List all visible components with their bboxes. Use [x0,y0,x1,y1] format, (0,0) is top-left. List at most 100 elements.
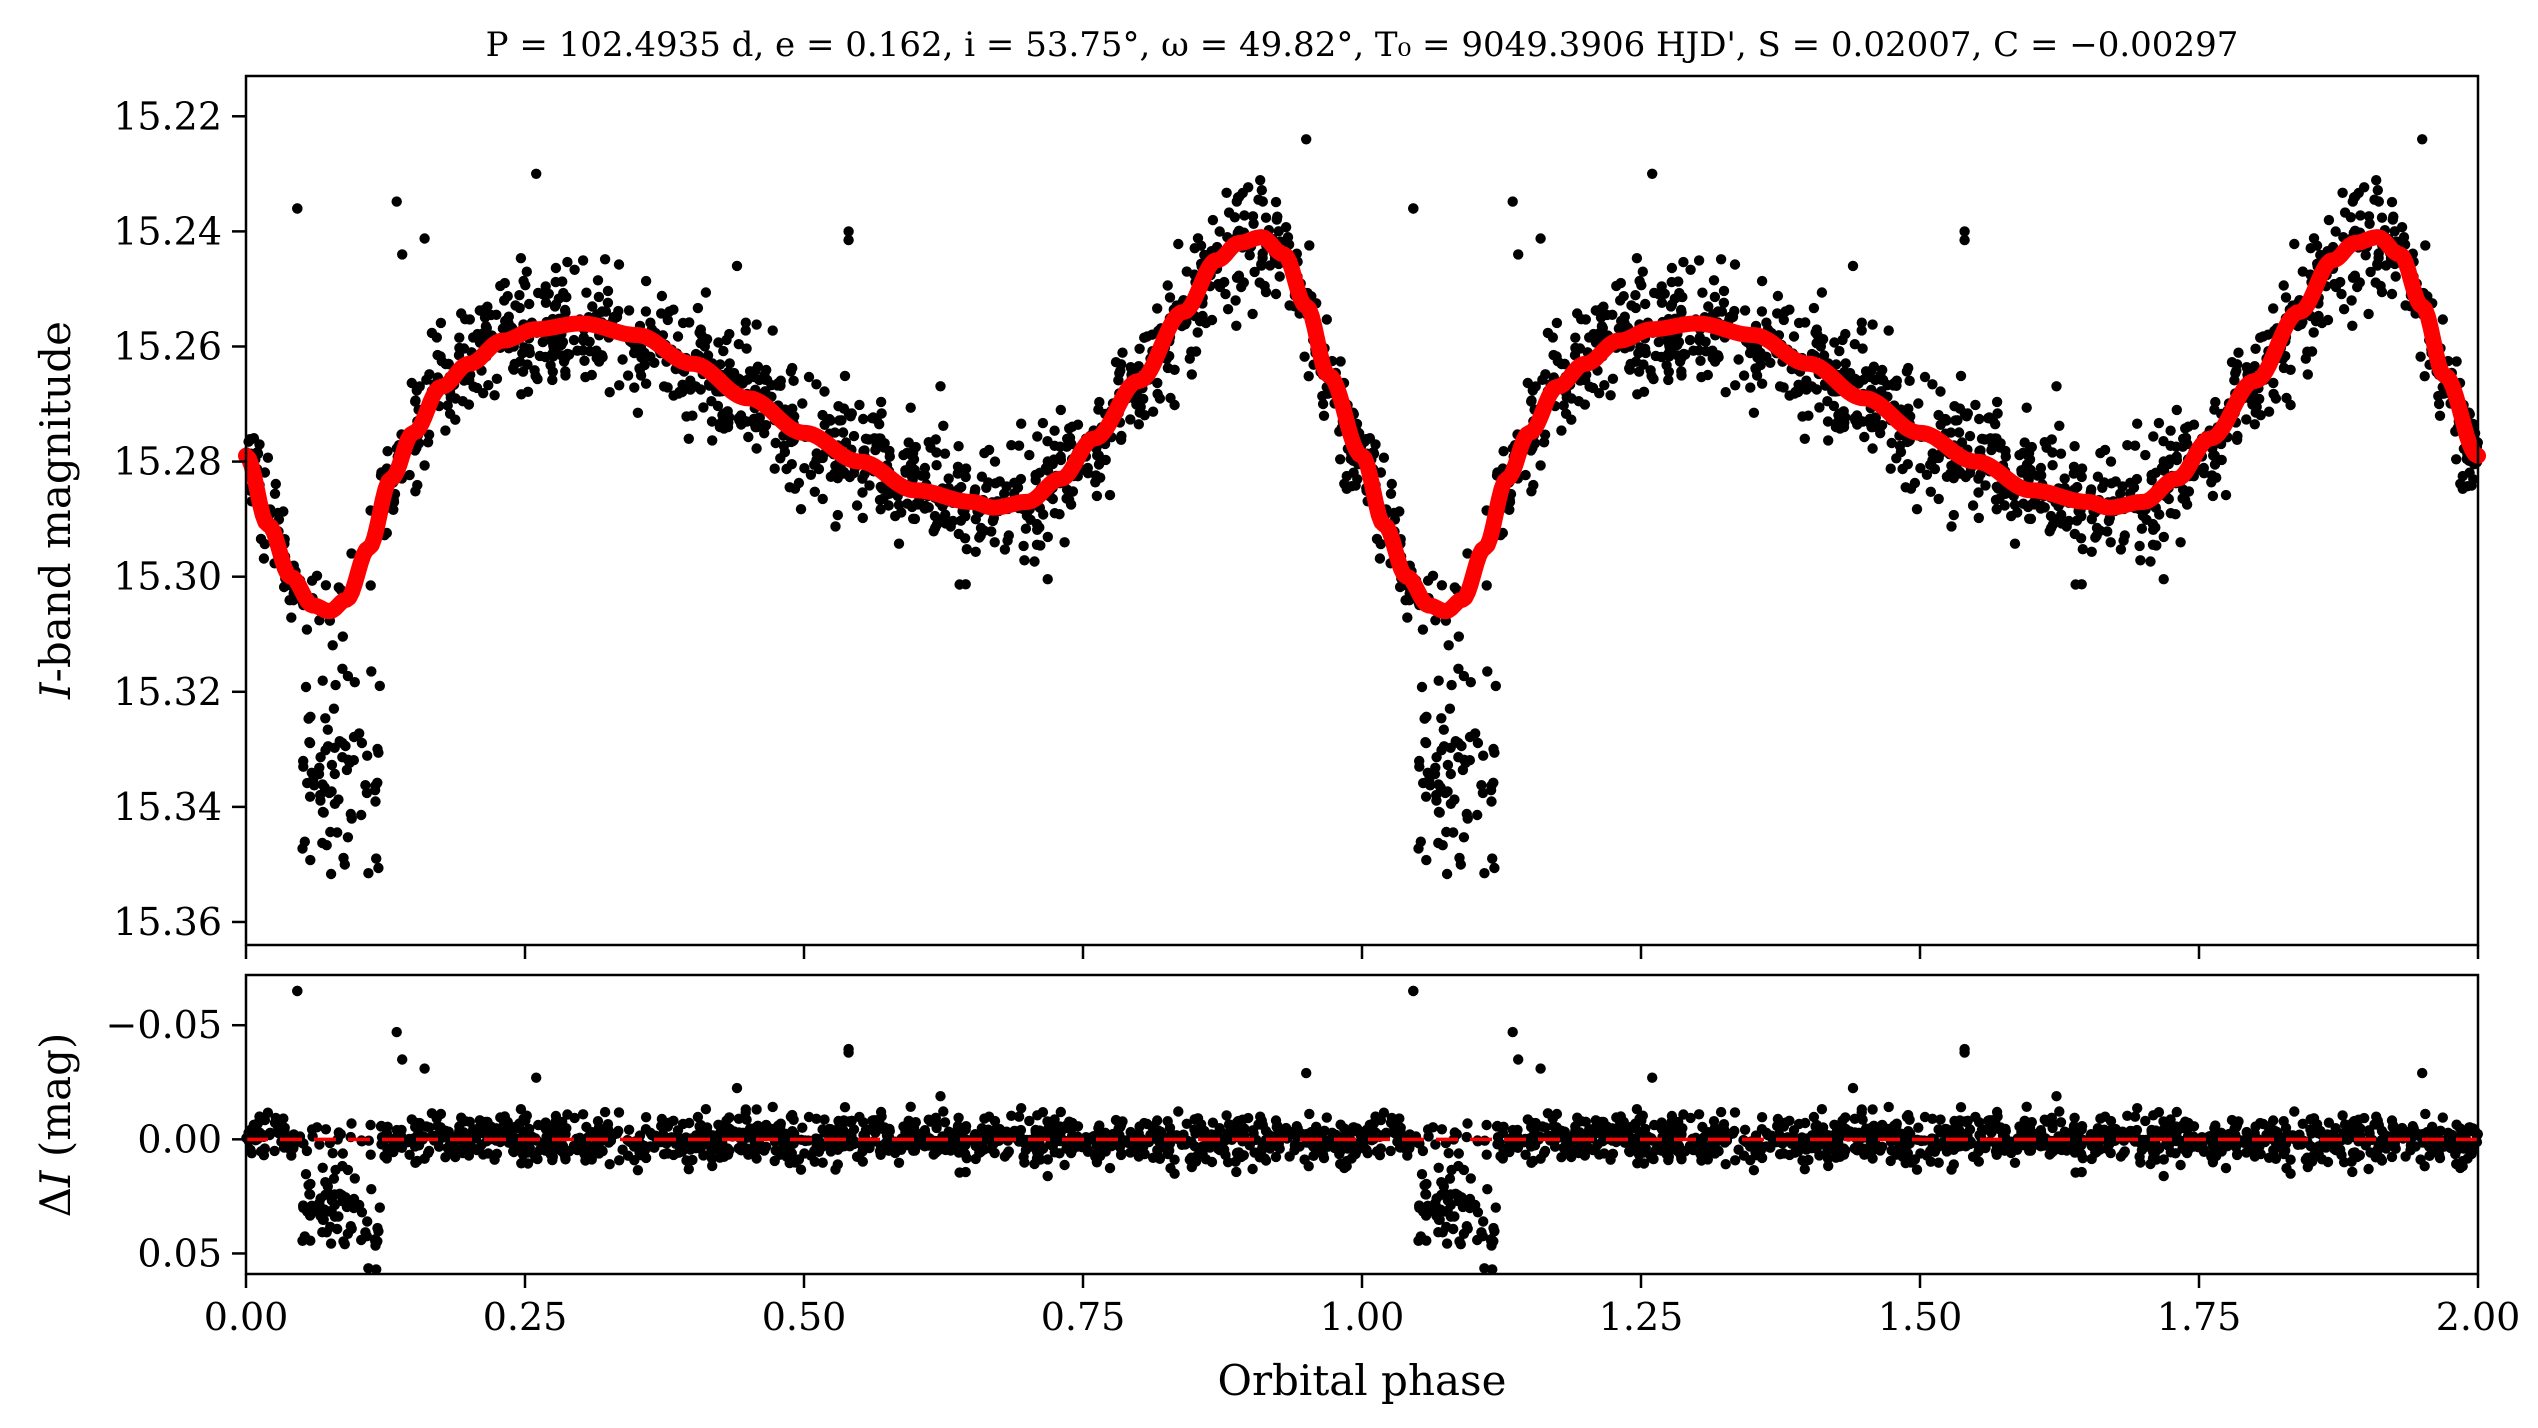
data-point [1453,663,1464,674]
data-point [1596,321,1608,332]
data-point [836,415,847,426]
data-point [520,280,531,291]
data-point [1378,452,1390,463]
data-point [1417,624,1429,635]
data-point [1169,364,1180,375]
data-point [2336,288,2347,300]
data-point [1104,489,1116,501]
residual-point [683,1164,694,1175]
residual-point [1844,1126,1856,1137]
data-point [1829,337,1840,348]
data-point [502,291,513,302]
residual-point [1520,1149,1531,1161]
data-point [1248,218,1259,229]
data-point [1913,398,1924,409]
data-point [854,399,865,411]
data-point [1640,347,1652,359]
data-point [1808,302,1820,314]
data-point [1016,418,1027,429]
residual-point [1338,1123,1350,1134]
data-point [751,319,762,330]
data-point [811,448,822,459]
data-point [901,447,913,459]
residual-point [751,1104,762,1115]
residual-point [743,1149,754,1160]
data-point [371,853,382,864]
data-point [614,380,625,391]
data-point [354,728,365,739]
data-point [884,488,896,499]
residual-point [685,1144,696,1155]
data-point [2051,381,2062,392]
data-point [1414,755,1425,767]
data-point [2171,404,2182,416]
residual-point [1173,1106,1184,1117]
residual-point [365,1149,376,1160]
data-point [2242,363,2253,374]
data-point [700,287,712,298]
data-point [270,478,281,490]
data-point [1991,504,2002,515]
residual-point [1905,1157,1917,1168]
data-point [356,809,367,821]
residual-point [1222,1157,1234,1168]
data-point [737,375,749,387]
data-point [406,377,417,389]
data-point [318,807,329,818]
data-point [2158,436,2169,447]
data-point [305,854,316,866]
residual-point [1778,1121,1790,1132]
residual-point [1042,1170,1053,1182]
residual-point [797,1122,808,1133]
data-point [1946,521,1957,532]
data-point [1774,381,1786,392]
data-point [1696,371,1707,383]
data-point [1462,813,1473,824]
residual-point [789,1157,801,1168]
residual-point [1458,1197,1470,1209]
residual-point [1640,1123,1651,1135]
residual-point [2075,1148,2087,1160]
residual-point [1756,1152,1768,1164]
residual-point [1574,1140,1586,1151]
residual-point [1231,1166,1242,1178]
data-point [1959,234,1970,246]
data-point [1580,314,1592,325]
data-point [900,467,911,478]
residual-point [1991,1106,2003,1118]
residual-point [1395,1122,1406,1134]
data-point [1458,670,1470,682]
residual-point [320,1124,332,1135]
data-point [522,386,534,397]
data-point [374,680,385,692]
residual-point [1013,1111,1025,1122]
data-point [640,378,652,389]
residual-point [999,1129,1010,1140]
data-point [1221,187,1232,198]
data-point [1465,677,1477,688]
data-point [1299,351,1310,362]
residual-point [342,1228,354,1240]
data-point [1449,582,1461,593]
data-point [639,347,650,358]
data-point [388,504,399,515]
data-point [1921,469,1933,480]
residual-point [1953,1124,1965,1136]
data-point [1115,365,1126,376]
residual-point [1055,1106,1067,1118]
data-point [1244,250,1255,261]
data-point [1844,367,1856,379]
residual-point [1636,1115,1647,1127]
data-point [1556,425,1567,436]
residual-point [1823,1160,1834,1172]
data-point [533,287,544,299]
data-point [1462,548,1473,559]
residual-point [1911,1164,1923,1175]
data-point [2226,357,2238,368]
residual-point [1566,1151,1577,1163]
data-point [369,785,381,796]
residual-point [1461,1131,1472,1143]
data-point [522,359,533,370]
residual-point [1229,1123,1241,1134]
data-point [587,301,598,312]
